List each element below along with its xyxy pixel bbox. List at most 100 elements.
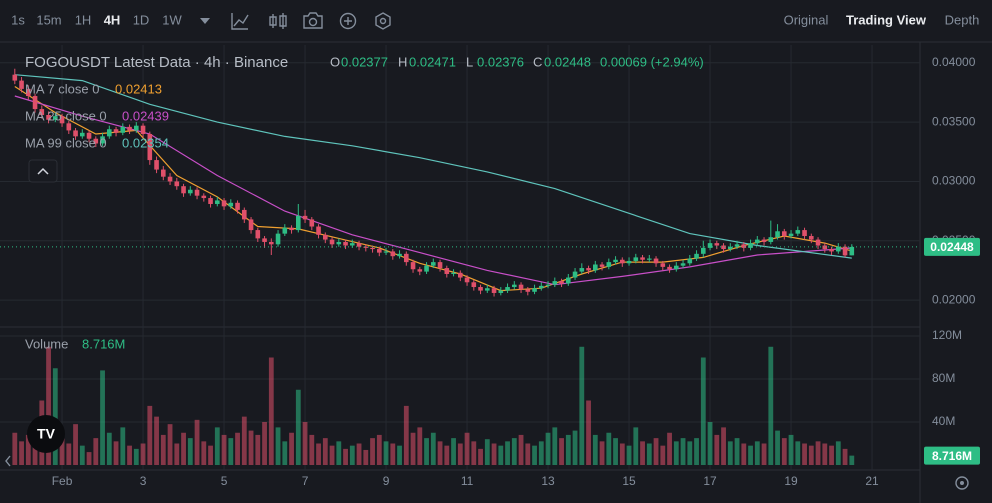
- volume-bar: [120, 427, 126, 465]
- screenshot-icon[interactable]: [303, 12, 323, 29]
- view-tab[interactable]: Original: [784, 12, 829, 27]
- volume-bar: [343, 448, 348, 465]
- candle-body: [458, 272, 463, 278]
- candle-body: [154, 160, 159, 170]
- interval-button[interactable]: 4H: [104, 12, 121, 27]
- volume-bar: [194, 419, 200, 465]
- volume-bar: [478, 448, 483, 465]
- settings-icon[interactable]: [375, 12, 391, 30]
- volume-bar: [640, 441, 645, 465]
- interval-dropdown[interactable]: [200, 18, 210, 24]
- candle-body: [269, 241, 274, 245]
- volume-bar: [498, 445, 504, 465]
- candle-body: [275, 233, 281, 245]
- volume-legend-value: 8.716M: [82, 336, 125, 351]
- interval-button[interactable]: 1D: [133, 12, 150, 27]
- scroll-left[interactable]: [5, 455, 11, 467]
- ohlc-value: 0.02448: [544, 54, 591, 69]
- candle-body: [667, 266, 672, 270]
- chart-title: FOGOUSDT Latest Data · 4h · Binance: [25, 54, 288, 71]
- tv-logo[interactable]: [27, 415, 65, 453]
- last-price-label: 0.02448: [930, 240, 974, 254]
- volume-bar: [187, 438, 193, 465]
- candle-body: [93, 138, 99, 144]
- y-tick-label: 0.03500: [932, 114, 976, 128]
- ohlc-label: H: [398, 54, 407, 69]
- interval-button[interactable]: 1s: [11, 12, 25, 27]
- volume-bar: [572, 430, 578, 465]
- ma-legend-value: 0.02354: [122, 135, 169, 150]
- legend-collapse-button[interactable]: [28, 159, 58, 183]
- axis-settings-dot: [960, 481, 964, 485]
- candle-body: [161, 169, 166, 177]
- volume-bar: [815, 441, 821, 465]
- view-tab[interactable]: Depth: [945, 12, 980, 27]
- candle-body: [242, 209, 247, 220]
- volume-bar: [370, 438, 375, 465]
- volume-bar: [133, 448, 139, 465]
- volume-bar: [424, 438, 429, 465]
- candle-body: [842, 246, 848, 256]
- candle-body: [566, 277, 571, 284]
- interval-button[interactable]: 1W: [162, 12, 182, 27]
- candle-body: [721, 245, 726, 250]
- interval-button[interactable]: 15m: [36, 12, 61, 27]
- candle-body: [140, 125, 146, 134]
- volume-bar: [437, 441, 443, 465]
- ohlc-value: 0.02471: [409, 54, 456, 69]
- candle-body: [120, 126, 126, 133]
- candle-body: [343, 241, 348, 246]
- volume-bar: [363, 449, 369, 465]
- x-tick-label: 3: [140, 474, 147, 488]
- candle-body: [323, 234, 328, 240]
- ma-legend-value: 0.02413: [115, 81, 162, 96]
- volume-bar: [12, 432, 18, 465]
- view-tab[interactable]: Trading View: [846, 12, 927, 27]
- candle-body: [235, 202, 240, 210]
- candle-body: [532, 288, 537, 292]
- settings-dot: [379, 17, 387, 25]
- indicator-icon[interactable]: [231, 13, 249, 30]
- candle-body: [680, 263, 686, 266]
- candle-body: [579, 268, 585, 272]
- candle-body: [262, 238, 267, 242]
- candle-body: [390, 251, 396, 257]
- candle-body: [167, 176, 173, 182]
- candle-body: [701, 247, 706, 254]
- volume-bar: [349, 445, 355, 465]
- interval-button[interactable]: 1H: [75, 12, 92, 27]
- candle-body: [761, 239, 767, 242]
- axis-settings[interactable]: [955, 476, 969, 490]
- candle-body: [647, 258, 652, 260]
- candle-body: [748, 243, 753, 248]
- volume-bar: [174, 443, 180, 465]
- candle-type-icon[interactable]: [269, 13, 287, 29]
- y-tick-label: 0.04000: [932, 55, 976, 69]
- collapse-caret: [37, 167, 49, 175]
- ma-line: [14, 74, 852, 259]
- candle-body: [626, 260, 632, 264]
- ohlc-label: L: [466, 54, 473, 69]
- ma-legend-name: MA 7 close 0: [25, 81, 99, 96]
- volume-bar: [403, 405, 409, 465]
- candle-body: [377, 249, 382, 253]
- candle-body: [309, 219, 315, 227]
- volume-bar: [748, 445, 753, 465]
- candle-body: [113, 129, 119, 133]
- volume-bar: [417, 427, 423, 465]
- price-change: 0.00069 (+2.94%): [600, 54, 704, 69]
- candle-body: [660, 263, 666, 267]
- last-price-box: [924, 237, 980, 256]
- volume-bar: [160, 434, 166, 465]
- volume-bar: [768, 346, 774, 465]
- candle-body: [215, 200, 220, 204]
- candle-body: [802, 230, 807, 237]
- volume-bar: [93, 438, 99, 465]
- candle-body: [599, 264, 605, 267]
- add-icon[interactable]: [339, 12, 357, 30]
- candle-body: [424, 265, 429, 272]
- candle-body: [228, 202, 234, 207]
- volume-bar: [802, 443, 807, 465]
- volume-bar: [356, 443, 362, 465]
- ohlc-value: 0.02377: [341, 54, 388, 69]
